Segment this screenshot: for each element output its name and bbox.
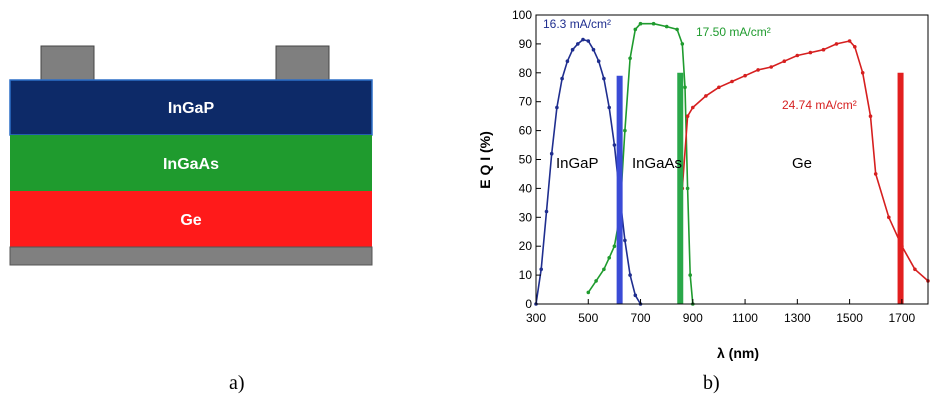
data-point-ingaas [594,279,598,283]
data-point-ingaas [586,290,591,295]
data-point-ge [913,267,917,272]
data-point-ingap [565,59,570,63]
x-tick-label: 1100 [732,311,758,325]
top-contact-right [275,45,330,81]
x-tick-label: 500 [578,311,598,325]
data-point-ge [853,45,857,49]
data-point-ingaas [612,244,617,248]
data-point-ingap [576,42,580,46]
layer-label-ingap: InGaP [168,100,215,117]
data-point-ge [795,53,800,58]
data-point-ge [860,71,865,75]
x-axis-label: λ (nm) [717,345,759,361]
data-point-ingaas [685,186,690,191]
data-point-ge [808,50,813,55]
layer-ge [10,191,372,247]
y-tick-label: 90 [519,37,533,51]
data-point-ingap [633,293,638,298]
data-point-ge [756,68,760,72]
y-axis-label: E Q I (%) [477,131,493,189]
data-point-ge [782,59,787,63]
data-point-ingaas [623,128,627,133]
data-point-ingaas [683,85,687,90]
layer-label-ingaas: InGaAs [163,156,219,173]
y-tick-label: 10 [519,268,533,282]
y-tick-label: 20 [519,239,533,253]
data-point-ingap [628,273,632,277]
plot-lines [534,21,930,306]
data-point-ge [873,172,878,176]
data-point-ingap [555,105,559,110]
top-contact-left [40,45,95,81]
layer-ingaas [10,135,372,191]
data-point-ingap [612,143,617,147]
data-point-ingaas [675,27,679,32]
region-label-ge: Ge [792,155,812,172]
y-tick-label: 100 [512,8,532,22]
data-point-ingap [607,105,611,110]
x-tick-label: 300 [526,311,546,325]
data-point-ge [821,47,826,52]
caption-a: a) [229,372,245,394]
data-point-ingap [549,151,554,156]
x-tick-label: 700 [631,311,651,325]
data-point-ge [769,65,773,69]
data-point-ge [717,85,721,90]
data-point-ge [704,94,708,98]
data-point-ge [868,114,873,118]
data-point-ingap [591,47,596,52]
data-point-ge [847,39,852,43]
data-point-ingap [581,37,585,42]
y-tick-label: 70 [519,95,533,109]
data-point-ingaas [602,267,606,272]
layer-label-ge: Ge [180,212,201,229]
plot-axes: 300 500 700 900 1100 1300 1500 1700 0 10 20 30 40 50 6… [512,8,929,325]
data-point-ingaas [664,24,669,29]
data-point-ge [887,215,891,220]
data-point-ingaas [633,27,638,32]
y-tick-label: 60 [519,124,533,138]
data-point-ingap [596,59,601,63]
data-point-ge [691,105,695,110]
data-point-ingaas [607,255,611,260]
y-tick-label: 0 [525,297,532,311]
data-point-ge [834,42,839,46]
data-point-ingap [602,76,606,81]
region-label-ingaas: InGaAs [632,155,682,172]
caption-b: b) [703,372,720,394]
eqe-chart: 300 500 700 900 1100 1300 1500 1700 0 10 20 30 40 50 6… [477,8,930,361]
x-tick-label: 1700 [889,311,916,325]
x-tick-label: 900 [683,311,703,325]
layer-ingap [9,79,373,136]
data-point-ingaas [638,21,643,26]
data-point-ge [743,73,747,78]
data-point-ingap [586,39,591,43]
data-point-ge [685,114,690,118]
y-tick-label: 80 [519,66,533,80]
current-label-ingap: 16.3 mA/cm² [543,17,611,31]
series-line-ingaas [587,22,694,305]
data-point-ingap [544,209,549,214]
current-label-ge: 24.74 mA/cm² [782,98,857,112]
data-point-ingap [570,47,575,52]
current-label-ingaas: 17.50 mA/cm² [696,25,771,39]
data-point-ingap [539,267,543,272]
data-point-ingaas [688,273,692,277]
y-tick-label: 30 [519,210,533,224]
substrate [9,246,373,266]
y-tick-label: 40 [519,181,533,195]
data-point-ingaas [628,56,632,61]
data-point-ingap [623,238,627,243]
cell-stack-diagram: InGaP InGaAs Ge [0,0,400,285]
x-tick-label: 1300 [784,311,811,325]
data-point-ingap [560,76,564,81]
data-point-ingaas [651,21,656,26]
y-tick-label: 50 [519,153,533,167]
data-point-ge [730,79,734,84]
x-tick-label: 1500 [836,311,863,325]
region-label-ingap: InGaP [556,155,599,172]
data-point-ingaas [680,42,685,46]
